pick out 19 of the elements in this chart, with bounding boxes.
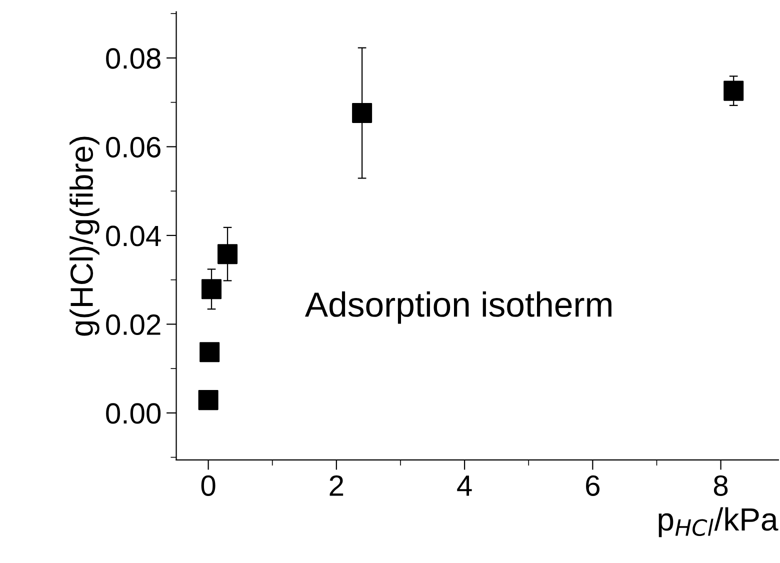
point: [218, 244, 238, 264]
point: [724, 80, 744, 101]
x-axis-title: p$_{HCl}$/kPa: [658, 507, 778, 538]
y-axis-title: g(HCl)/g(fibre): [70, 136, 100, 336]
point: [202, 279, 222, 300]
y-tick-label: 0.00: [106, 403, 161, 424]
y-tick-label: 0.02: [106, 314, 160, 336]
y-tick-label: 0.06: [106, 136, 160, 158]
x-tick-label: 2: [330, 475, 344, 496]
x-tick-label: 6: [586, 475, 600, 496]
x-tick-label: 0: [201, 475, 216, 496]
x-tick-label: 4: [457, 476, 472, 496]
point: [200, 342, 220, 362]
x-tick-label: 8: [714, 475, 728, 496]
point: [198, 390, 218, 410]
y-tick-label: 0.08: [106, 48, 160, 69]
y-tick-label: 0.04: [106, 226, 161, 246]
annotation: Adsorption isotherm: [304, 291, 612, 324]
point: [352, 102, 372, 123]
